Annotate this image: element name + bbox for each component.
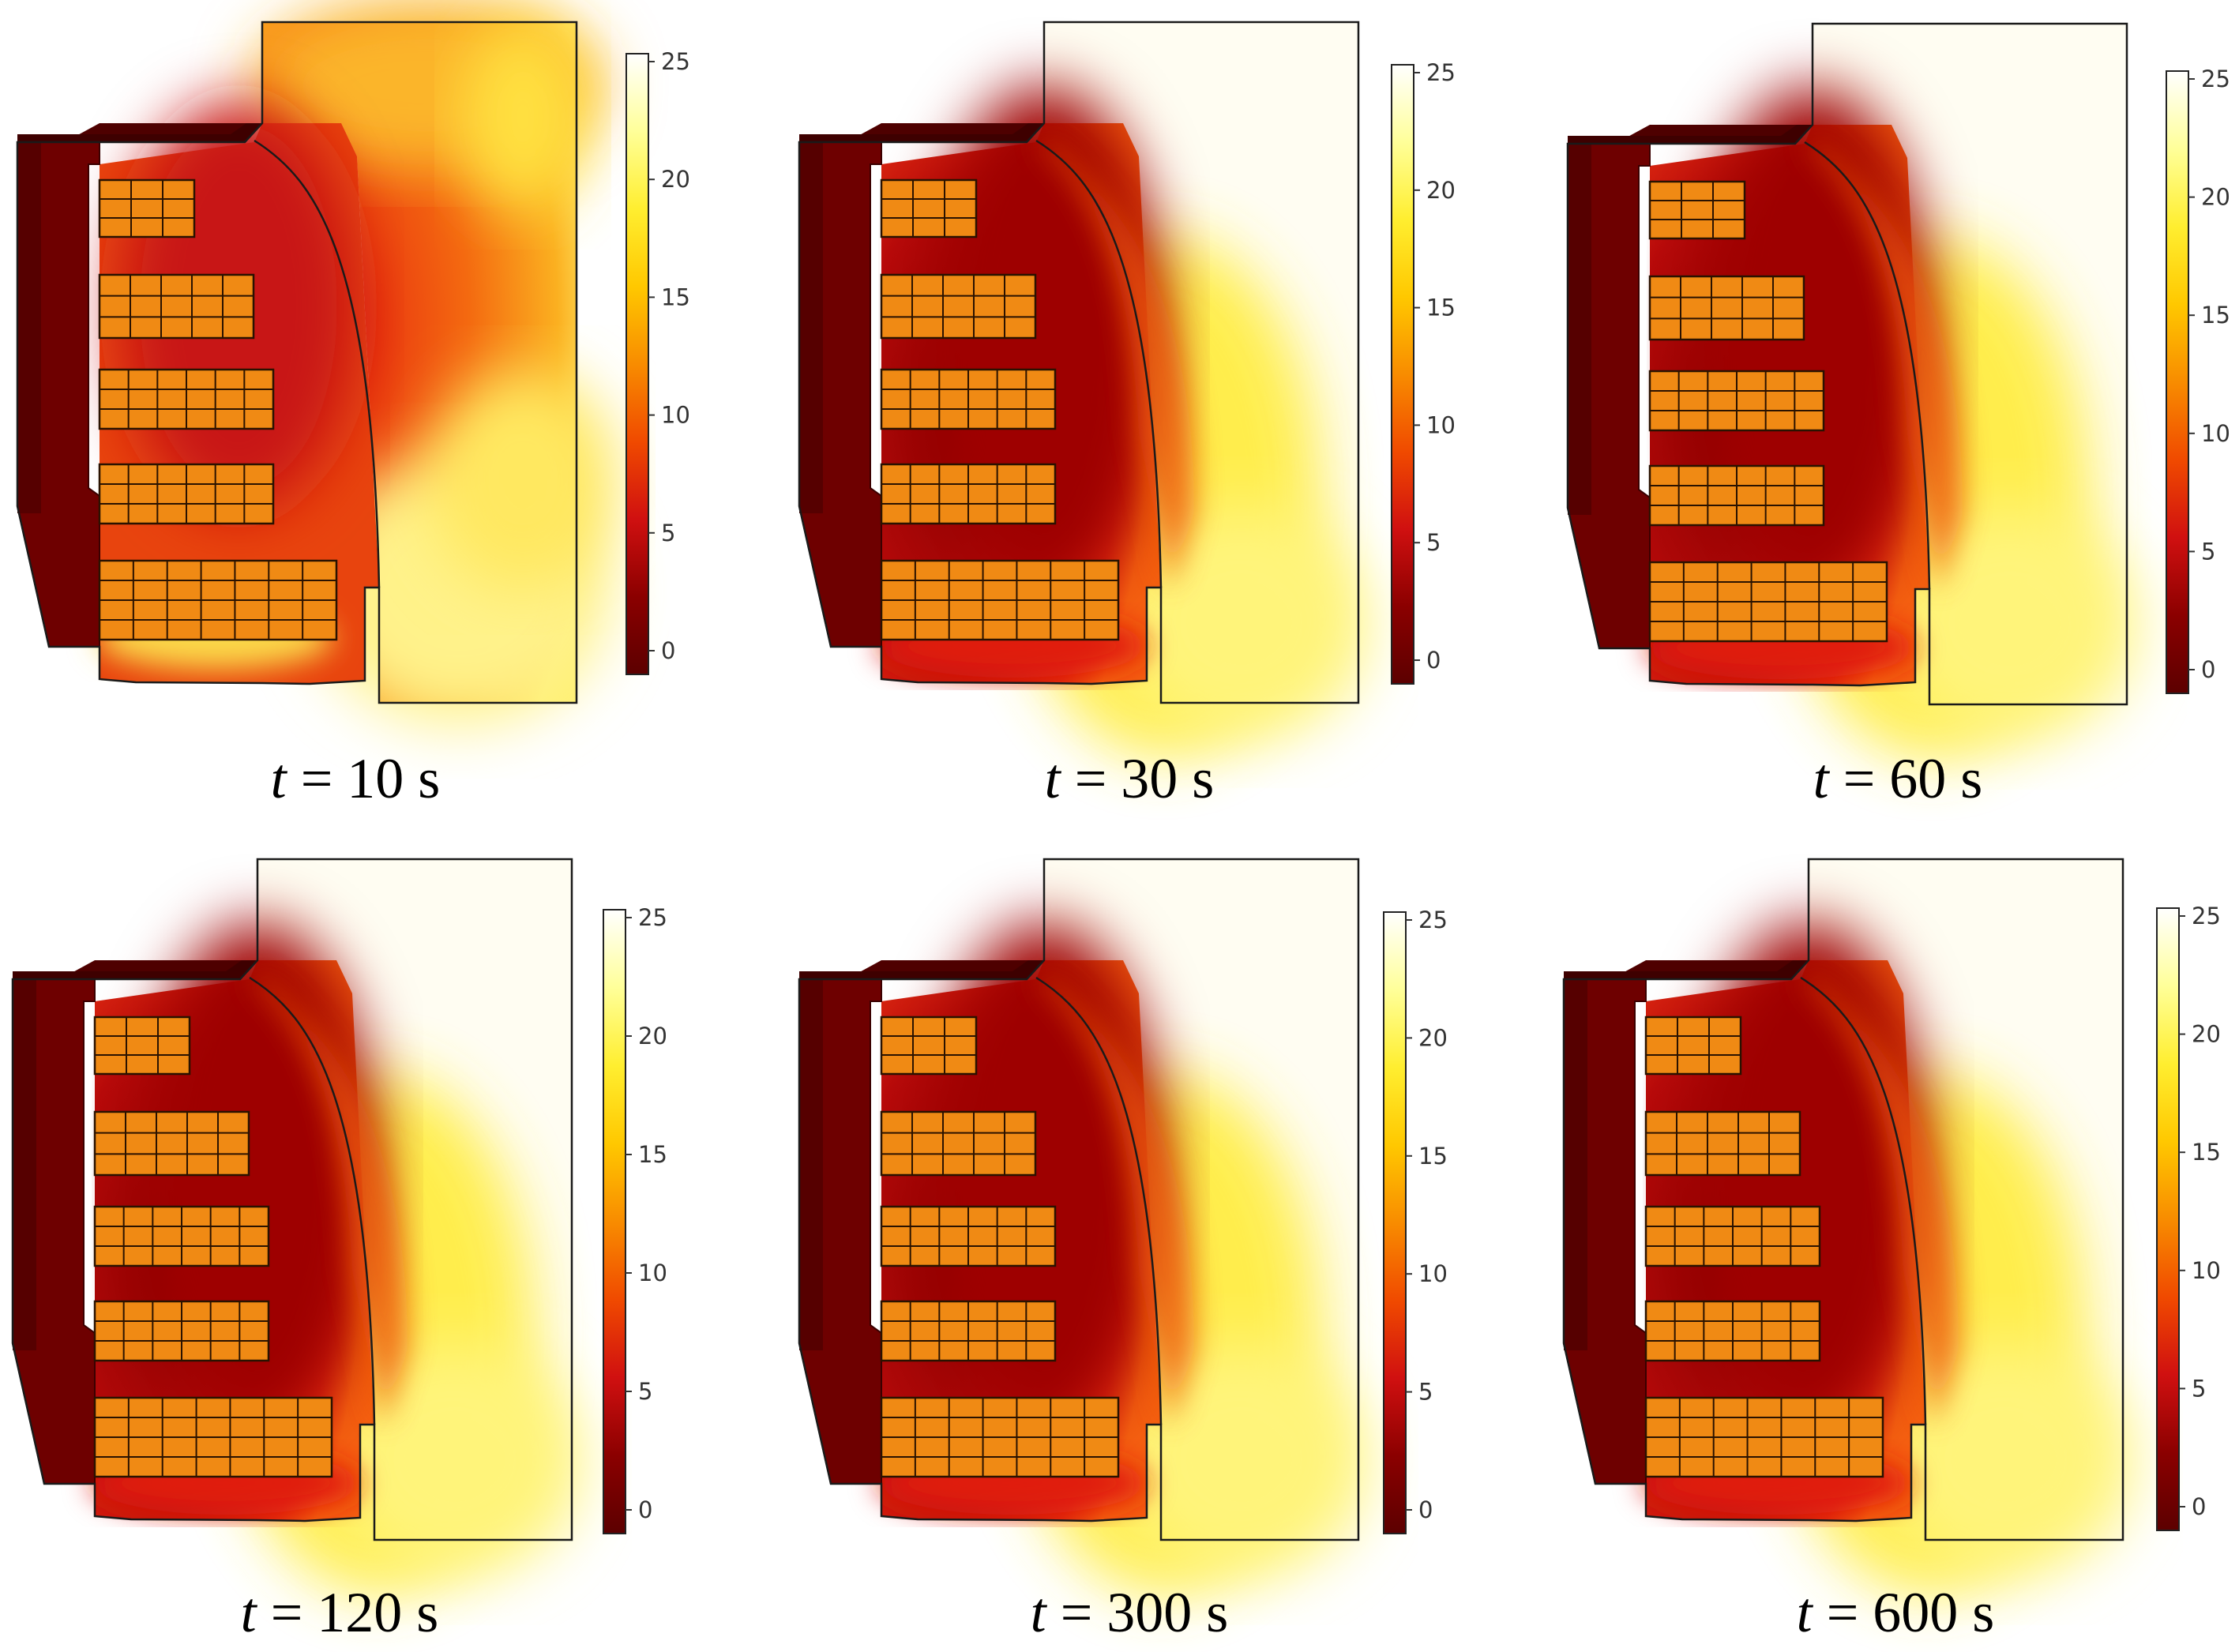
colorbar-tick-label: 15 [2201, 302, 2230, 329]
arc-boundary [1800, 976, 1927, 1425]
arc-boundary [254, 139, 381, 588]
shelf-block [880, 1016, 978, 1076]
simulation-panel [16, 0, 618, 725]
time-caption: t = 60 s [1813, 747, 1983, 810]
colorbar [1391, 64, 1414, 685]
simulation-panel [798, 858, 1368, 1594]
shelf-block [880, 1110, 1037, 1177]
domain-outline [798, 858, 1360, 1541]
simulation-panel [798, 21, 1368, 757]
shelf-block [1644, 1016, 1742, 1076]
colorbar-tick-label: 15 [2192, 1139, 2221, 1166]
domain-outline [16, 21, 578, 704]
colorbar [1383, 911, 1407, 1534]
simulation-panel [1566, 22, 2136, 758]
colorbar-tick-label: 10 [661, 402, 690, 429]
colorbar-tick-label: 0 [661, 637, 675, 664]
colorbar-tick-label: 10 [1418, 1260, 1448, 1287]
colorbar-tick-label: 0 [2201, 656, 2215, 683]
colorbar-tick-label: 15 [1426, 295, 1456, 321]
colorbar [2156, 907, 2180, 1531]
colorbar-tick-label: 25 [661, 48, 690, 75]
colorbar-tick-label: 20 [2201, 184, 2230, 211]
colorbar-tick-label: 20 [661, 166, 690, 193]
colorbar-tick-label: 5 [1426, 529, 1441, 556]
colorbar [603, 909, 626, 1534]
shelf-block [98, 178, 196, 238]
time-caption: t = 300 s [1031, 1581, 1229, 1644]
colorbar-tick-label: 25 [1426, 59, 1456, 86]
arc-boundary [1035, 139, 1163, 588]
domain-outline [1562, 858, 2124, 1541]
time-caption: t = 120 s [241, 1581, 439, 1644]
colorbar-tick-label: 10 [1426, 411, 1456, 438]
shelf-block [93, 1016, 191, 1076]
shelf-block [1648, 180, 1746, 240]
simulation-panel [11, 858, 581, 1594]
colorbar-tick-label: 5 [638, 1378, 652, 1405]
colorbar-tick-label: 5 [1418, 1379, 1433, 1406]
shelf-block [1648, 275, 1805, 341]
shelf-block [880, 178, 978, 238]
shelf-block [880, 273, 1037, 340]
colorbar-tick-label: 5 [661, 520, 675, 546]
domain-outline [11, 858, 573, 1541]
simulation-panel [1562, 858, 2132, 1594]
shelf-block [98, 273, 255, 340]
panels-layer: 0 5 10 15 20 25 t = 10 s 0 5 10 15 20 25 t = 30 s 0 5 10… [11, 0, 2230, 1644]
domain-outline [798, 21, 1360, 704]
colorbar-tick-label: 25 [638, 904, 667, 931]
colorbar-tick-label: 20 [1418, 1024, 1448, 1051]
colorbar-tick-label: 25 [2192, 903, 2221, 929]
colorbar-tick-label: 5 [2192, 1375, 2206, 1402]
colorbar-tick-label: 25 [1418, 907, 1448, 933]
colorbar-tick-label: 20 [638, 1023, 667, 1049]
colorbar-tick-label: 10 [2201, 420, 2230, 447]
domain-outline [1566, 22, 2128, 706]
colorbar-tick-label: 15 [638, 1141, 667, 1168]
arc-boundary [1804, 141, 1931, 590]
colorbar-tick-label: 0 [1426, 647, 1441, 674]
shelf-block [93, 1110, 250, 1177]
colorbar-tick-label: 0 [2192, 1493, 2206, 1520]
colorbar-tick-label: 10 [2192, 1257, 2221, 1284]
colorbar-tick-label: 5 [2201, 538, 2215, 565]
shelf-block [1644, 1110, 1801, 1177]
colorbar-tick-label: 25 [2201, 66, 2230, 92]
colorbar-tick-label: 15 [1418, 1143, 1448, 1170]
arc-boundary [249, 976, 376, 1425]
colorbar [2166, 70, 2189, 694]
colorbar-tick-label: 10 [638, 1260, 667, 1286]
colorbar-tick-label: 20 [1426, 177, 1456, 204]
colorbar-tick-label: 20 [2192, 1021, 2221, 1048]
colorbar-tick-label: 15 [661, 283, 690, 310]
time-caption: t = 600 s [1797, 1581, 1995, 1644]
colorbar-tick-label: 0 [1418, 1496, 1433, 1523]
time-caption: t = 10 s [271, 747, 441, 810]
time-caption: t = 30 s [1045, 747, 1215, 810]
arc-boundary [1035, 976, 1163, 1425]
colorbar [625, 53, 649, 675]
colorbar-tick-label: 0 [638, 1496, 652, 1523]
